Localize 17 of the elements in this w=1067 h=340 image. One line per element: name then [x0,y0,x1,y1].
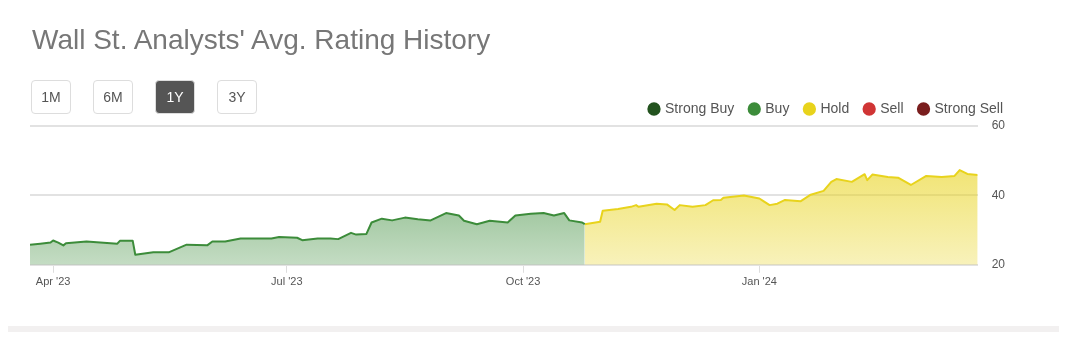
legend-label: Strong Sell [934,99,1003,116]
x-tick-label: Jan '24 [741,275,777,288]
y-tick-label: 60 [991,118,1006,133]
text: 1Y [155,80,195,114]
text: 1M [31,80,71,114]
text: 6M [93,80,133,114]
text: 3Y [217,80,257,114]
x-tick-label: Jul '23 [271,275,303,288]
y-tick-label: 20 [991,257,1006,272]
y-tick-label: 40 [991,187,1006,202]
x-tick-label: Apr '23 [35,275,71,288]
legend-label: Hold [820,99,850,116]
legend-label: Buy [765,99,790,116]
legend-label: Sell [880,99,904,116]
x-tick-label: Oct '23 [505,275,541,288]
chart-title: Wall St. Analysts' Avg. Rating History [31,23,492,57]
legend-label: Strong Buy [664,99,735,116]
